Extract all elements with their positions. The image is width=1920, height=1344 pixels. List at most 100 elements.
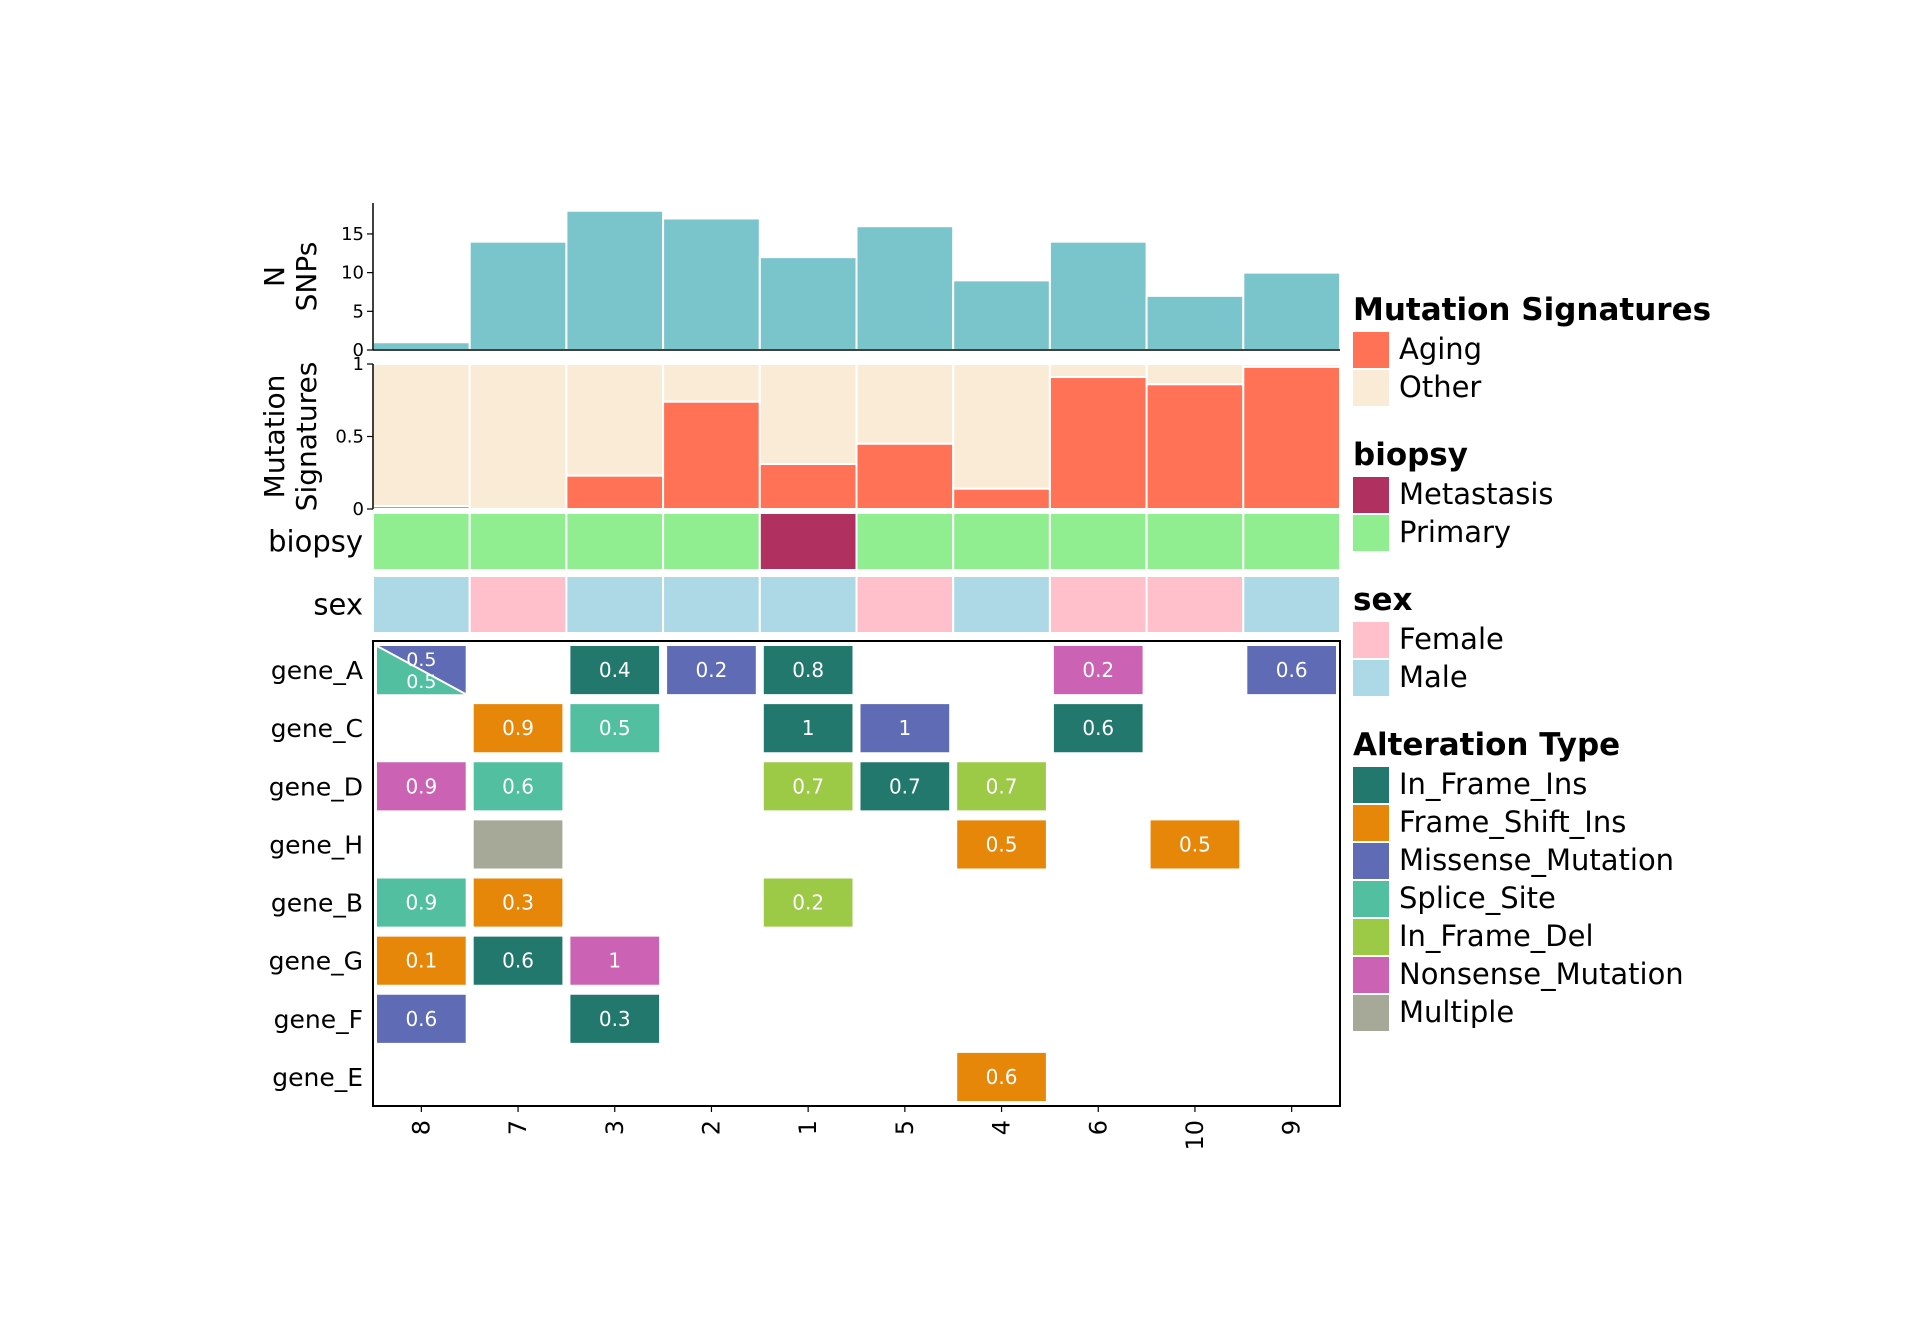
biopsy-track-cell bbox=[1145, 512, 1245, 571]
alteration-cell bbox=[957, 820, 1046, 869]
snp-tick-label: 15 bbox=[341, 224, 364, 245]
biopsy-track-label: biopsy bbox=[268, 525, 363, 559]
signature-other-bar bbox=[1145, 363, 1245, 386]
biopsy-track-cell bbox=[468, 512, 568, 571]
legend-swatch bbox=[1353, 957, 1389, 993]
sex-track-cell bbox=[952, 575, 1051, 634]
alteration-cell bbox=[473, 704, 563, 753]
alteration-cell bbox=[957, 1052, 1046, 1101]
snp-bar bbox=[855, 225, 955, 351]
alteration-cell bbox=[570, 646, 660, 695]
sex-track-cell bbox=[1145, 575, 1245, 634]
alteration-value: 0.9 bbox=[405, 774, 437, 798]
legend-swatch bbox=[1353, 995, 1389, 1031]
gene-label: gene_E bbox=[272, 1063, 363, 1092]
sex-track-cell bbox=[758, 575, 858, 634]
alteration-cell bbox=[377, 936, 466, 985]
sex-track-cell bbox=[372, 575, 471, 634]
alteration-cell bbox=[473, 762, 563, 811]
gene-label: gene_A bbox=[271, 656, 363, 685]
alteration-value: 0.7 bbox=[986, 774, 1018, 798]
alteration-value: 0.9 bbox=[502, 716, 534, 740]
legend-title: biopsy bbox=[1353, 437, 1468, 473]
alteration-value: 0.5 bbox=[406, 671, 436, 693]
sex-track-cell bbox=[855, 575, 955, 634]
alteration-value: 0.2 bbox=[696, 658, 728, 682]
signature-other-bar bbox=[952, 363, 1051, 490]
biopsy-track-cell bbox=[1048, 512, 1148, 571]
alteration-value: 0.9 bbox=[405, 891, 437, 915]
alteration-value: 0.7 bbox=[889, 774, 921, 798]
biopsy-track-cell bbox=[565, 512, 665, 571]
signature-other-bar bbox=[1048, 363, 1148, 379]
legend-label: Primary bbox=[1399, 515, 1511, 549]
gene-label: gene_F bbox=[274, 1005, 363, 1034]
alteration-value: 0.3 bbox=[599, 1007, 631, 1031]
alteration-value: 0.6 bbox=[986, 1065, 1018, 1089]
alteration-value: 0.5 bbox=[406, 649, 436, 671]
snp-bar bbox=[565, 209, 665, 351]
alteration-cell bbox=[860, 704, 950, 753]
sample-label: 3 bbox=[601, 1120, 629, 1135]
legend-swatch bbox=[1353, 477, 1389, 513]
legend-label: In_Frame_Del bbox=[1399, 919, 1594, 953]
sample-label: 2 bbox=[697, 1120, 725, 1135]
alteration-cell bbox=[957, 762, 1046, 811]
legend-label: In_Frame_Ins bbox=[1399, 767, 1587, 801]
sample-label: 5 bbox=[891, 1120, 919, 1135]
snp-bar bbox=[952, 279, 1051, 351]
alteration-cell bbox=[570, 994, 660, 1043]
legend-swatch bbox=[1353, 370, 1389, 406]
snp-axis-title-line: SNPs bbox=[290, 242, 323, 312]
alteration-value: 0.8 bbox=[792, 658, 824, 682]
gene-label: gene_B bbox=[271, 889, 363, 918]
sample-label: 7 bbox=[504, 1120, 532, 1135]
sample-label: 9 bbox=[1278, 1120, 1306, 1135]
gene-grid-border bbox=[372, 640, 1341, 1107]
signature-aging-bar bbox=[565, 474, 665, 510]
sex-track-cell bbox=[1048, 575, 1148, 634]
snp-bar bbox=[758, 256, 858, 351]
signature-other-bar bbox=[758, 363, 858, 466]
biopsy-track-cell bbox=[372, 512, 471, 571]
legend-label: Other bbox=[1399, 370, 1481, 404]
sample-label: 8 bbox=[407, 1120, 435, 1135]
legend-swatch bbox=[1353, 919, 1389, 955]
gene-grid: gene_A gene_C gene_D gene_H gene_B gene_Ggene… bbox=[269, 640, 1341, 1107]
sample-axis: 8 7 3 2 1 5 4 6 10 9 bbox=[407, 1106, 1306, 1151]
signature-aging-bar bbox=[372, 505, 471, 511]
sex-track-cell bbox=[662, 575, 761, 634]
biopsy-track-cell bbox=[662, 512, 761, 571]
alteration-cell bbox=[763, 762, 853, 811]
signature-axis-title: MutationSignatures bbox=[258, 362, 323, 512]
legend-swatch bbox=[1353, 332, 1389, 368]
biopsy-track-cell bbox=[1242, 512, 1342, 571]
snp-tick-label: 10 bbox=[341, 263, 364, 284]
alteration-cell bbox=[860, 762, 950, 811]
snp-axis-title: NSNPs bbox=[258, 242, 323, 312]
alteration-cell bbox=[377, 878, 466, 927]
legend-label: Splice_Site bbox=[1399, 881, 1556, 915]
signature-axis-title-line: Mutation bbox=[258, 375, 291, 499]
alteration-cell bbox=[763, 646, 853, 695]
sample-label: 4 bbox=[988, 1120, 1016, 1135]
signature-tick-label: 0.5 bbox=[335, 427, 364, 448]
gene-label: gene_D bbox=[269, 772, 363, 801]
legend-swatch bbox=[1353, 622, 1389, 658]
legend-label: Nonsense_Mutation bbox=[1399, 957, 1684, 991]
split-divider bbox=[376, 645, 467, 696]
sample-label: 10 bbox=[1181, 1120, 1209, 1151]
sex-track-cell bbox=[1242, 575, 1342, 634]
biopsy-track-cell bbox=[952, 512, 1051, 571]
alteration-cell bbox=[1053, 704, 1143, 753]
legend: Mutation Signatures Aging Other biopsy Metas… bbox=[1353, 292, 1711, 1031]
legend-label: Multiple bbox=[1399, 995, 1514, 1029]
alteration-cell bbox=[763, 704, 853, 753]
snp-bar bbox=[1145, 294, 1245, 351]
alteration-cell bbox=[1247, 646, 1336, 695]
signature-axis-title-line: Signatures bbox=[290, 362, 323, 512]
alteration-cell bbox=[473, 820, 563, 869]
alteration-cell bbox=[377, 762, 466, 811]
signature-aging-bar bbox=[662, 400, 761, 511]
